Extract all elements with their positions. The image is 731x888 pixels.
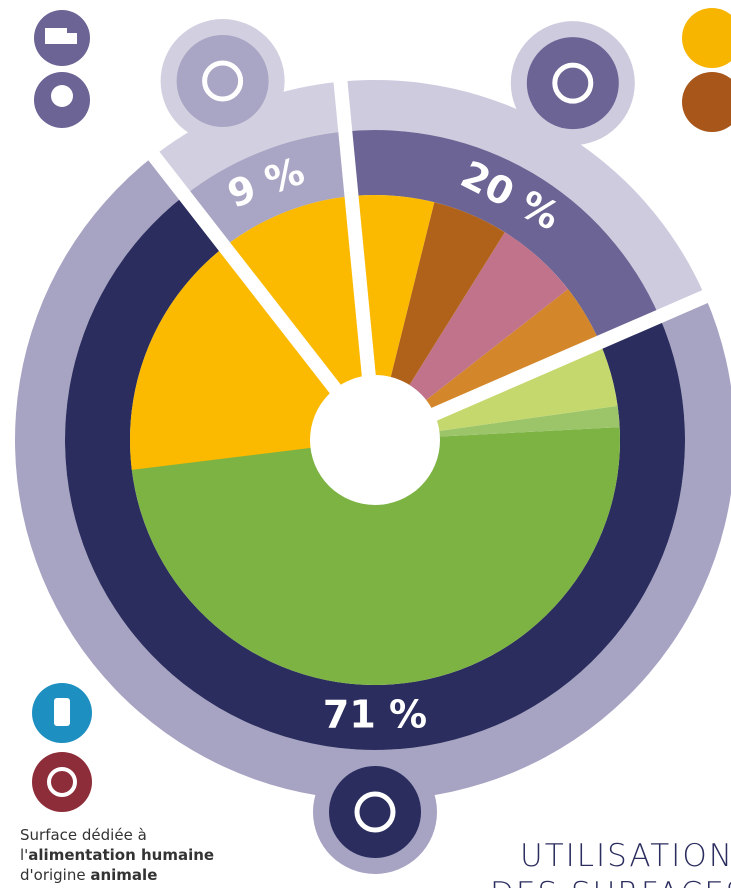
slice bbox=[184, 131, 352, 247]
inner-wedge bbox=[375, 202, 505, 440]
bulb-shape bbox=[51, 85, 73, 107]
bread-icon bbox=[682, 8, 731, 68]
icon-glyph bbox=[202, 60, 244, 102]
annotation-line: d'origine animale bbox=[20, 866, 157, 884]
inner-wedge bbox=[375, 289, 600, 440]
icon bbox=[176, 35, 269, 128]
inner-wedge bbox=[375, 232, 569, 440]
annotation-line: Surface dédiée à bbox=[20, 826, 147, 844]
annotation-part: alimentation humaine bbox=[28, 846, 214, 864]
fries-icon bbox=[682, 72, 731, 132]
outer-band bbox=[153, 81, 346, 196]
value-label: 71 % bbox=[323, 693, 427, 737]
milk-shape bbox=[54, 698, 70, 726]
title-line: DES SURFACES bbox=[490, 876, 731, 888]
title-line: UTILISATION bbox=[520, 838, 731, 874]
icon bbox=[526, 37, 619, 130]
icon-glyph bbox=[354, 791, 396, 833]
slice-gap bbox=[429, 277, 731, 422]
truck-shape bbox=[45, 28, 67, 44]
rings bbox=[15, 80, 731, 800]
annotation-part: Surface dédiée à bbox=[20, 826, 147, 844]
icon-glyph bbox=[552, 62, 594, 104]
slice bbox=[345, 130, 660, 343]
outer-band bbox=[340, 80, 706, 317]
center-hole bbox=[310, 375, 440, 505]
decor bbox=[32, 8, 731, 812]
meat-shape bbox=[47, 767, 77, 797]
icon bbox=[329, 766, 421, 858]
truck-shape bbox=[67, 33, 77, 44]
annotation-part: d'origine bbox=[20, 866, 90, 884]
meat-icon bbox=[32, 752, 92, 812]
icons bbox=[160, 19, 635, 874]
annotation-part: l' bbox=[20, 846, 28, 864]
annotation-line: l'alimentation humaine bbox=[20, 846, 214, 864]
slice-gap bbox=[327, 21, 376, 378]
inner-wedge bbox=[130, 427, 621, 685]
slice-gap bbox=[111, 104, 342, 395]
annotation-part: animale bbox=[90, 866, 157, 884]
